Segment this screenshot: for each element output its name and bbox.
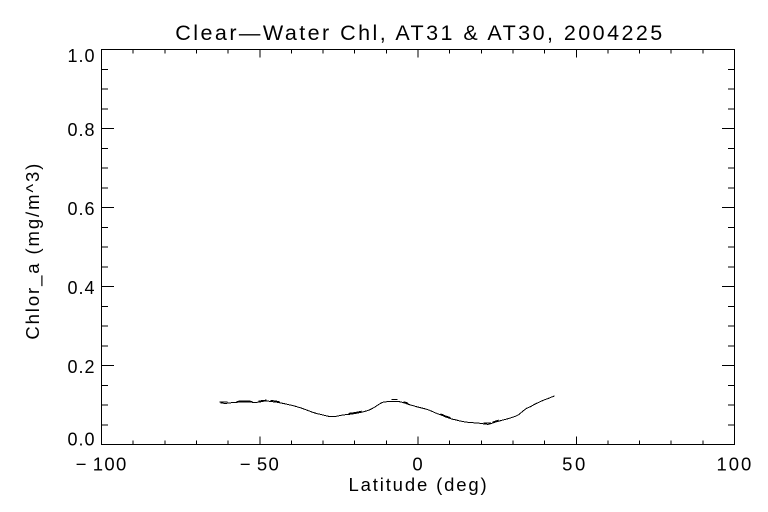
svg-text:Chlor_a (mg/m^3): Chlor_a (mg/m^3) [22, 162, 44, 340]
svg-text:0: 0 [412, 454, 422, 475]
svg-text:0.0: 0.0 [67, 430, 95, 450]
svg-text:50: 50 [562, 454, 588, 475]
svg-text:1.0: 1.0 [67, 46, 95, 66]
svg-text:− 50: − 50 [240, 454, 280, 475]
svg-text:0.8: 0.8 [67, 120, 95, 140]
svg-text:0.4: 0.4 [67, 278, 95, 298]
svg-text:Clear—Water Chl, AT31 & AT30,: Clear—Water Chl, AT31 & AT30, 2004225 [175, 21, 664, 45]
svg-text:Latitude (deg): Latitude (deg) [348, 474, 488, 495]
svg-text:0.6: 0.6 [67, 199, 95, 219]
svg-text:0.2: 0.2 [67, 357, 95, 377]
svg-text:− 100: − 100 [76, 454, 128, 475]
svg-text:100: 100 [716, 454, 753, 475]
